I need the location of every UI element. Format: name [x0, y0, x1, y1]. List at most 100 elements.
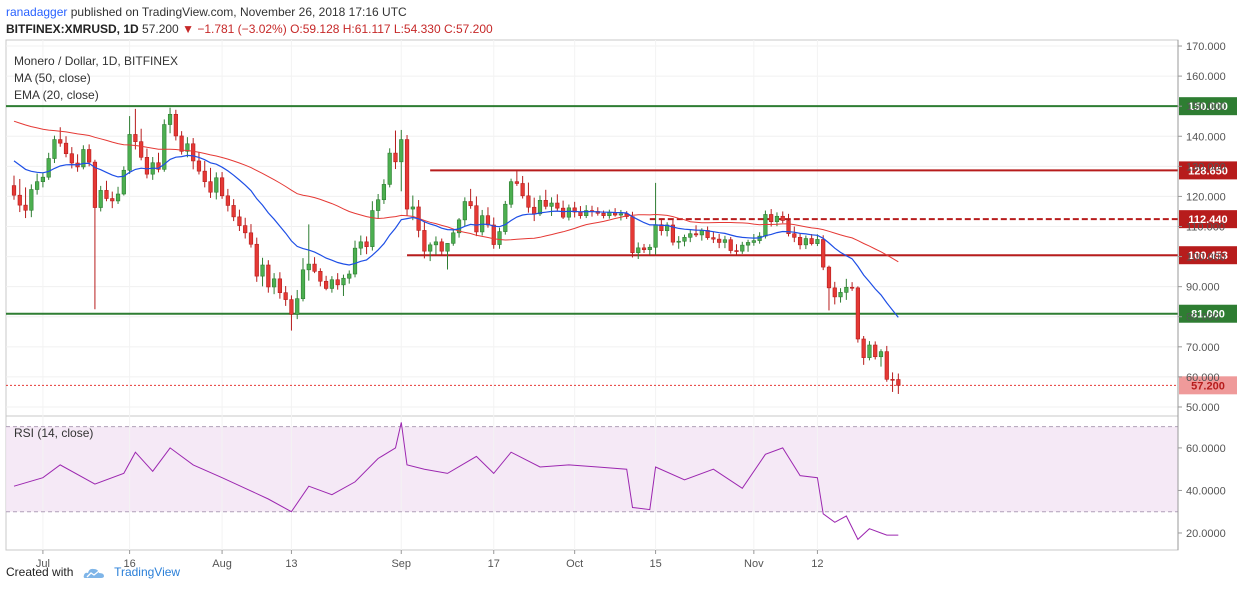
candle-body	[439, 241, 444, 252]
candle-body	[370, 210, 375, 247]
candle	[335, 273, 340, 290]
candle	[58, 127, 63, 147]
candle-body	[162, 124, 167, 170]
candle-body	[46, 158, 51, 178]
price-axis[interactable]: 170.000 160.000 150.000 140.000 130.000 120.0…	[1177, 40, 1226, 550]
y-tick-label: 80.000	[1186, 312, 1220, 324]
level-price-tag: 112.440	[1179, 210, 1237, 229]
candle	[456, 218, 462, 238]
candle-body	[711, 237, 716, 240]
candle-body	[347, 273, 352, 279]
candle	[769, 209, 774, 227]
candle-body	[560, 207, 566, 218]
candle-body	[769, 214, 774, 222]
candle	[503, 200, 508, 235]
candle	[144, 148, 150, 179]
candle-body	[179, 135, 184, 152]
candle-body	[462, 201, 467, 221]
candle-body	[514, 181, 519, 184]
candle-body	[445, 243, 450, 252]
candle	[832, 281, 837, 305]
price-change: −1.781 (−3.02%)	[197, 22, 287, 36]
candle	[46, 152, 51, 180]
candle-body	[503, 203, 508, 232]
candle-body	[532, 206, 537, 215]
candle	[780, 211, 785, 224]
candle	[115, 186, 121, 204]
candle	[659, 218, 664, 236]
candle-body	[849, 286, 855, 289]
ma50-line	[13, 120, 899, 263]
candle	[560, 200, 566, 219]
candle-body	[121, 169, 126, 195]
candle-body	[11, 185, 17, 196]
candle	[497, 227, 502, 249]
candle-body	[115, 193, 121, 202]
candle-body	[144, 157, 150, 175]
candle	[179, 131, 184, 155]
candle	[890, 372, 895, 392]
rsi-axis[interactable]: 60.0000 40.0000 20.0000	[1178, 443, 1226, 540]
candle-body	[35, 181, 40, 190]
candle	[381, 179, 387, 204]
candle	[52, 135, 57, 164]
y-tick-label: 150.000	[1186, 101, 1226, 113]
candle	[878, 349, 884, 367]
price-tag-label: 128.650	[1188, 165, 1228, 177]
candle-body	[219, 177, 225, 197]
candle	[347, 270, 352, 284]
candle-body	[890, 379, 895, 381]
rsi-legend: RSI (14, close)	[14, 426, 93, 440]
candle-body	[312, 263, 317, 272]
author-link[interactable]: ranadagger	[6, 5, 68, 19]
candle-body	[508, 181, 514, 205]
candle-body	[792, 233, 797, 238]
candle	[358, 235, 363, 256]
rsi-band	[6, 426, 1178, 512]
candle-body	[618, 213, 623, 216]
candle	[29, 184, 34, 218]
candle-body	[260, 264, 265, 277]
tradingview-brand[interactable]: TradingView	[114, 565, 181, 579]
candle-body	[491, 224, 496, 245]
candle	[514, 171, 519, 186]
candle-body	[832, 287, 837, 298]
candle-body	[237, 216, 242, 226]
symbol-label: BITFINEX:XMRUSD, 1D	[6, 22, 139, 36]
x-tick-label: Nov	[744, 558, 764, 570]
x-tick-label: Sep	[391, 558, 411, 570]
y-tick-label: 160.000	[1186, 71, 1226, 83]
y-tick-label: 100.000	[1186, 252, 1226, 264]
x-tick-label: Jul	[36, 558, 50, 570]
candle-body	[797, 237, 803, 246]
candle	[283, 286, 288, 306]
candle	[231, 199, 236, 222]
candle-body	[225, 195, 230, 206]
time-axis[interactable]: Jul 16 Aug 13 Sep 17 Oct 15 Nov 12	[36, 550, 824, 570]
candle-body	[329, 279, 335, 289]
candle	[745, 239, 751, 252]
candle	[404, 135, 410, 216]
chart-title: Monero / Dollar, 1D, BITFINEX	[14, 54, 178, 68]
candle	[422, 221, 427, 259]
candle	[376, 194, 381, 219]
candle	[491, 217, 496, 249]
candle-body	[659, 224, 664, 232]
candle-body	[578, 211, 583, 216]
rsi-tick-label: 20.0000	[1186, 528, 1226, 540]
footer: Created with TradingView	[6, 565, 180, 580]
y-tick-label: 140.000	[1186, 131, 1226, 143]
price-tag-bg	[1179, 97, 1237, 116]
candle-body	[641, 247, 647, 250]
level-price-tag: 128.650	[1179, 161, 1237, 180]
candle	[63, 136, 69, 158]
horizontal-levels[interactable]: 150.000 128.650 112.440 100.453 81.000 57.200	[6, 97, 1237, 395]
candle-body	[173, 113, 178, 137]
candle-body	[653, 224, 658, 248]
main-pane-frame	[5, 39, 1179, 417]
candle-body	[271, 278, 277, 288]
candle	[318, 268, 323, 287]
candle	[740, 241, 745, 254]
candle	[428, 242, 433, 262]
